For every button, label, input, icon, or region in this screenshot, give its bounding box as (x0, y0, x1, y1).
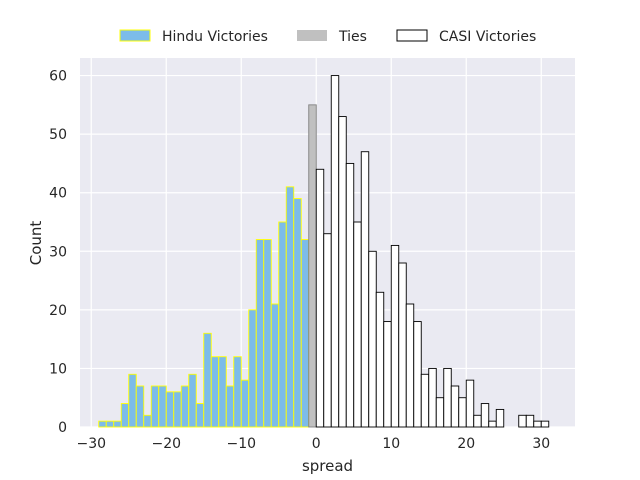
casi-victories-bar (435, 397, 445, 428)
ties-bar (308, 104, 317, 428)
hindu-victories-bar (98, 420, 107, 428)
hindu-victories-bar (158, 385, 167, 428)
x-tick-label: 10 (382, 436, 400, 452)
casi-victories-bar (323, 233, 332, 428)
casi-victories-bar (525, 414, 535, 428)
hindu-victories-bar (270, 303, 280, 428)
y-tick-label: 0 (58, 420, 67, 436)
y-tick-label: 10 (49, 361, 67, 377)
x-axis-label: spread (302, 457, 353, 475)
casi-victories-bar (420, 373, 430, 428)
y-tick-label: 40 (49, 186, 67, 202)
legend-label: Hindu Victories (162, 29, 268, 45)
x-tick-label: −20 (151, 436, 181, 452)
bars (98, 75, 550, 428)
legend-entry-hindu-victories: Hindu Victories (119, 29, 268, 45)
casi-victories-bar (375, 291, 385, 428)
casi-victories-bar (330, 75, 340, 428)
y-tick-label: 20 (49, 303, 67, 319)
hindu-victories-bar (113, 420, 122, 428)
casi-victories-bar (338, 116, 347, 428)
legend-swatch (396, 29, 428, 42)
hindu-victories-bar (218, 356, 227, 428)
hindu-victories-bar (278, 221, 287, 428)
hindu-victories-bar (143, 414, 152, 428)
x-tick-label: 30 (532, 436, 550, 452)
hindu-victories-bar (293, 198, 302, 428)
legend-label: CASI Victories (439, 29, 536, 45)
hindu-victories-bar (248, 309, 257, 428)
legend-entry-ties: Ties (297, 29, 367, 45)
x-tick-label: 0 (312, 436, 321, 452)
x-tick-label: 20 (457, 436, 475, 452)
casi-victories-bar (390, 244, 400, 428)
hindu-victories-bar (173, 391, 182, 428)
casi-victories-bar (353, 221, 362, 428)
casi-victories-bar (345, 162, 355, 428)
hindu-victories-bar (180, 385, 190, 428)
hindu-victories-bar (233, 356, 242, 428)
hindu-victories-bar (165, 391, 175, 428)
hindu-victories-bar (225, 385, 235, 428)
legend-label: Ties (338, 29, 367, 45)
hindu-victories-bar (263, 239, 272, 428)
hindu-victories-bar (188, 373, 197, 428)
legend: Hindu Victories Ties CASI Victories (119, 29, 536, 45)
hindu-victories-bar (105, 420, 115, 428)
casi-victories-bar (428, 367, 437, 428)
hindu-victories-bar (203, 332, 212, 428)
hindu-victories-bar (128, 373, 137, 428)
y-axis-ticks: 0 10 20 30 40 50 60 (49, 69, 67, 436)
casi-victories-bar (540, 420, 550, 428)
casi-victories-bar (533, 420, 542, 428)
casi-victories-bar (443, 367, 452, 428)
casi-victories-bar (405, 303, 415, 428)
hindu-victories-bar (195, 403, 205, 428)
casi-victories-bar (398, 262, 407, 428)
y-tick-label: 30 (49, 244, 67, 260)
hindu-victories-bar (210, 356, 220, 428)
y-tick-label: 60 (49, 69, 67, 85)
casi-victories-bar (465, 379, 475, 428)
casi-victories-bar (413, 321, 422, 428)
hindu-victories-bar (300, 239, 310, 428)
casi-victories-bar (458, 397, 467, 428)
hindu-victories-bar (120, 403, 130, 428)
hindu-victories-bar (285, 186, 295, 428)
casi-victories-bar (360, 151, 370, 428)
casi-victories-bar (480, 403, 490, 428)
legend-swatch (119, 29, 151, 42)
casi-victories-bar (368, 250, 377, 428)
legend-entry-casi-victories: CASI Victories (396, 29, 536, 45)
y-tick-label: 50 (49, 127, 67, 143)
casi-victories-bar (518, 414, 527, 428)
hindu-victories-bar (135, 385, 145, 428)
hindu-victories-bar (255, 239, 265, 428)
x-axis-ticks: −30 −20 −10 0 10 20 30 (76, 436, 550, 452)
casi-victories-bar (315, 168, 325, 428)
casi-victories-bar (495, 408, 505, 428)
legend-swatch (297, 30, 327, 41)
y-axis-label: Count (27, 221, 45, 266)
casi-victories-bar (383, 321, 392, 428)
casi-victories-bar (488, 420, 497, 428)
casi-victories-bar (450, 385, 460, 428)
x-tick-label: −30 (76, 436, 106, 452)
hindu-victories-bar (150, 385, 160, 428)
x-tick-label: −10 (226, 436, 256, 452)
casi-victories-bar (473, 414, 482, 428)
hindu-victories-bar (240, 379, 250, 428)
